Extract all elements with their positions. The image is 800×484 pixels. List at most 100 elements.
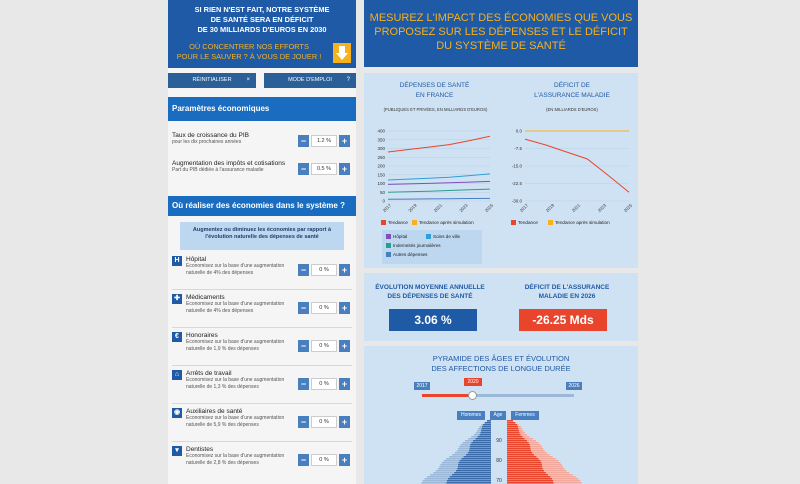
savings-row: ◉ Auxiliaires de santé Economisez sur la b… (172, 408, 352, 429)
minus-button[interactable]: − (298, 302, 309, 314)
legend-hopital[interactable]: Hôpital (386, 234, 407, 239)
savings-heading: Où réaliser des économies dans le systèm… (168, 196, 356, 216)
pyramid-bar-women-ald (534, 454, 550, 456)
series-line (387, 197, 491, 200)
row-divider (172, 327, 352, 328)
year-slider-track[interactable] (422, 394, 574, 397)
chart1-title-line-1: DÉPENSES DE SANTÉ (399, 82, 470, 89)
savings-value[interactable]: 0 % (311, 264, 337, 276)
category-icon: ⌂ (172, 370, 182, 380)
savings-row: ▾ Dentistes Economisez sur la base d'une a… (172, 446, 352, 467)
category-icon: ◉ (172, 408, 182, 418)
pyramid-bar-men-ald (427, 476, 450, 478)
pyramid-bar-women-ald (520, 434, 527, 436)
x-tick-label: 2023 (458, 202, 469, 213)
year-slider-handle[interactable] (468, 391, 477, 400)
warning-line-1: SI RIEN N'EST FAIT, NOTRE SYSTÈME (194, 5, 330, 14)
plus-button[interactable]: + (339, 264, 350, 276)
minus-button[interactable]: − (298, 135, 309, 147)
pyramid-bar-men (480, 432, 491, 434)
pyramid-bar-women (507, 424, 518, 426)
minus-button[interactable]: − (298, 163, 309, 175)
pyramid-bar-women (507, 474, 549, 476)
chart2-title-line-1: DÉFICIT DE (554, 82, 590, 89)
gdp-stepper: − 1.2 % + (298, 135, 350, 147)
pyramid-bar-women-ald (541, 462, 561, 464)
plus-button[interactable]: + (339, 163, 350, 175)
pyramid-bar-women-ald (517, 424, 519, 426)
pyramid-bar-women-ald (540, 460, 559, 462)
savings-sub-1: Economisez sur la base d'une augmentatio… (186, 377, 285, 383)
pyramid-bar-men (487, 420, 491, 422)
pyramid-bar-women-ald (536, 456, 553, 458)
x-tick-label: 2019 (407, 202, 418, 213)
pyramid-bar-men (481, 430, 491, 432)
plus-button[interactable]: + (339, 135, 350, 147)
y-tick-label: 150 (377, 172, 385, 177)
pyramid-bar-women-ald (528, 442, 539, 444)
legend-indemnites[interactable]: Indemnités journalières (386, 243, 441, 248)
pyramid-bar-women-ald (544, 470, 567, 472)
checkbox-icon (386, 234, 391, 239)
pyramid-bar-men (457, 464, 491, 466)
minus-button[interactable]: − (298, 454, 309, 466)
pyramid-bar-men (475, 438, 491, 440)
x-tick-label: 2021 (433, 202, 444, 213)
y-tick-label: -30.0 (512, 199, 523, 204)
x-tick-label: 2019 (545, 202, 556, 213)
savings-value[interactable]: 0 % (311, 302, 337, 314)
pyramid-title-line-2: DES AFFECTIONS DE LONGUE DURÉE (431, 364, 571, 373)
plus-button[interactable]: + (339, 302, 350, 314)
pyramid-bar-women-ald (538, 458, 556, 460)
savings-value[interactable]: 0 % (311, 416, 337, 428)
minus-button[interactable]: − (298, 416, 309, 428)
def-value: -26.25 Mds (519, 309, 607, 331)
x-tick-label: 2025 (484, 202, 495, 213)
legend-soins[interactable]: Soins de ville (426, 234, 460, 239)
evo-title: ÉVOLUTION MOYENNE ANNUELLE DES DÉPENSES … (370, 283, 490, 301)
pyramid-bar-men (482, 424, 491, 426)
age-label: Age (490, 411, 506, 420)
minus-button[interactable]: − (298, 264, 309, 276)
savings-value[interactable]: 0 % (311, 454, 337, 466)
pyramid-bar-men-ald (456, 450, 469, 452)
pyramid-bar-women-ald (518, 430, 524, 432)
pyramid-bar-women (507, 464, 543, 466)
pyramid-bar-men (481, 426, 491, 428)
plus-button[interactable]: + (339, 416, 350, 428)
close-icon: × (246, 77, 250, 83)
plus-button[interactable]: + (339, 454, 350, 466)
chart2-title: DÉFICIT DE L'ASSURANCE MALADIE (510, 81, 634, 101)
plus-button[interactable]: + (339, 378, 350, 390)
tax-value[interactable]: 0.5 % (311, 163, 337, 175)
savings-value[interactable]: 0 % (311, 378, 337, 390)
minus-button[interactable]: − (298, 378, 309, 390)
gdp-value[interactable]: 1.2 % (311, 135, 337, 147)
pyramid-bar-men-ald (459, 446, 470, 448)
howto-label: MODE D'EMPLOI (288, 77, 332, 83)
warning-text: SI RIEN N'EST FAIT, NOTRE SYSTÈME DE SAN… (174, 5, 350, 35)
savings-row: € Honoraires Economisez sur la base d'une … (172, 332, 352, 353)
pyramid-bar-women (507, 442, 529, 444)
pyramid-bar-women-ald (531, 450, 545, 452)
legend-label: Tendance après simulation (419, 220, 474, 225)
pyramid-bar-men (469, 448, 491, 450)
legend-autres[interactable]: Autres dépenses (386, 252, 427, 257)
controls-panel: SI RIEN N'EST FAIT, NOTRE SYSTÈME DE SAN… (168, 0, 356, 484)
row-divider (172, 403, 352, 404)
chart2-subtitle: (EN MILLIARDS D'EUROS) (546, 107, 598, 112)
savings-value[interactable]: 0 % (311, 340, 337, 352)
pyramid-bar-men-ald (460, 444, 471, 446)
x-tick-label: 2021 (571, 202, 582, 213)
plus-button[interactable]: + (339, 340, 350, 352)
year-current-label: 2020 (464, 378, 482, 386)
reset-button[interactable]: RÉINITIALISER × (168, 73, 256, 88)
series-line (387, 173, 491, 181)
legend-swatch (412, 220, 417, 225)
y-tick-label: 300 (377, 146, 385, 151)
minus-button[interactable]: − (298, 340, 309, 352)
pyramid-bar-men (481, 428, 491, 430)
howto-button[interactable]: MODE D'EMPLOI ? (264, 73, 356, 88)
year-end-label: 2026 (566, 382, 582, 390)
chart1-subtitle: (PUBLIQUES ET PRIVÉES, EN MILLIARDS D'EU… (383, 107, 488, 112)
